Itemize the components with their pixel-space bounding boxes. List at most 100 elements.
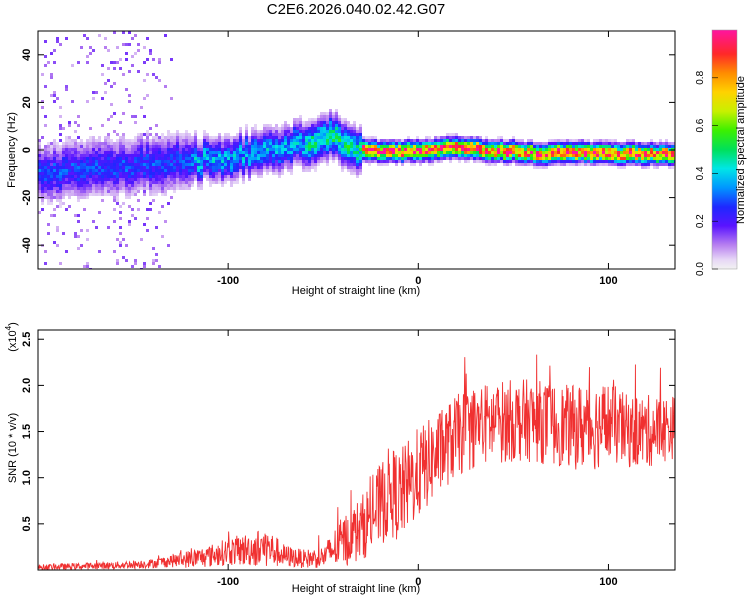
heatmap-cell bbox=[92, 169, 95, 172]
heatmap-cell bbox=[98, 145, 101, 148]
spectrogram-x-axis-label: Height of straight line (km) bbox=[292, 285, 420, 297]
heatmap-cell bbox=[434, 142, 437, 145]
heatmap-cell bbox=[149, 52, 152, 55]
heatmap-cell bbox=[89, 193, 92, 196]
heatmap-cell bbox=[83, 175, 86, 178]
heatmap-cell bbox=[578, 163, 581, 166]
heatmap-cell bbox=[482, 160, 485, 163]
heatmap-cell bbox=[296, 157, 299, 160]
heatmap-cell bbox=[188, 178, 191, 181]
heatmap-cell bbox=[335, 148, 338, 151]
heatmap-cell bbox=[146, 148, 149, 151]
heatmap-cell bbox=[149, 190, 152, 193]
heatmap-cell bbox=[152, 154, 155, 157]
heatmap-cell bbox=[212, 175, 215, 178]
heatmap-cell bbox=[74, 139, 77, 142]
heatmap-cell bbox=[287, 169, 290, 172]
heatmap-cell bbox=[182, 151, 185, 154]
heatmap-cell bbox=[116, 145, 119, 148]
heatmap-cell bbox=[413, 151, 416, 154]
heatmap-cell bbox=[224, 154, 227, 157]
heatmap-cell bbox=[77, 184, 80, 187]
heatmap-cell bbox=[116, 190, 119, 193]
heatmap-cell bbox=[395, 139, 398, 142]
heatmap-cell bbox=[206, 163, 209, 166]
heatmap-cell bbox=[98, 157, 101, 160]
heatmap-cell bbox=[224, 169, 227, 172]
heatmap-cell bbox=[170, 139, 173, 142]
heatmap-cell bbox=[164, 163, 167, 166]
heatmap-cell bbox=[455, 151, 458, 154]
heatmap-cell bbox=[518, 145, 521, 148]
heatmap-cell bbox=[617, 142, 620, 145]
heatmap-cell bbox=[644, 142, 647, 145]
heatmap-cell bbox=[302, 145, 305, 148]
heatmap-cell bbox=[95, 145, 98, 148]
heatmap-cell bbox=[182, 145, 185, 148]
heatmap-cell bbox=[65, 157, 68, 160]
heatmap-cell bbox=[278, 169, 281, 172]
heatmap-cell bbox=[410, 163, 413, 166]
heatmap-cell bbox=[275, 130, 278, 133]
heatmap-cell bbox=[293, 130, 296, 133]
heatmap-cell bbox=[665, 163, 668, 166]
heatmap-cell bbox=[71, 151, 74, 154]
heatmap-cell bbox=[359, 151, 362, 154]
heatmap-cell bbox=[647, 151, 650, 154]
heatmap-cell bbox=[182, 169, 185, 172]
heatmap-cell bbox=[494, 148, 497, 151]
colorbar-tick-label: 0.4 bbox=[695, 166, 706, 180]
snr-y-tick-label: 2.0 bbox=[21, 378, 33, 393]
heatmap-cell bbox=[353, 133, 356, 136]
heatmap-cell bbox=[188, 166, 191, 169]
heatmap-cell bbox=[95, 193, 98, 196]
heatmap-cell bbox=[299, 151, 302, 154]
heatmap-cell bbox=[452, 145, 455, 148]
heatmap-cell bbox=[146, 187, 149, 190]
heatmap-cell bbox=[266, 127, 269, 130]
heatmap-cell bbox=[278, 142, 281, 145]
heatmap-cell bbox=[545, 142, 548, 145]
heatmap-cell bbox=[209, 157, 212, 160]
heatmap-cell bbox=[107, 154, 110, 157]
heatmap-cell bbox=[659, 163, 662, 166]
heatmap-cell bbox=[560, 154, 563, 157]
heatmap-cell bbox=[77, 214, 80, 217]
heatmap-cell bbox=[86, 55, 89, 58]
heatmap-cell bbox=[554, 151, 557, 154]
heatmap-cell bbox=[86, 142, 89, 145]
heatmap-cell bbox=[248, 175, 251, 178]
heatmap-cell bbox=[98, 160, 101, 163]
heatmap-cell bbox=[143, 163, 146, 166]
heatmap-cell bbox=[638, 148, 641, 151]
heatmap-cell bbox=[323, 118, 326, 121]
heatmap-cell bbox=[230, 142, 233, 145]
heatmap-cell bbox=[566, 154, 569, 157]
heatmap-cell bbox=[257, 136, 260, 139]
heatmap-cell bbox=[407, 160, 410, 163]
heatmap-cell bbox=[443, 151, 446, 154]
heatmap-cell bbox=[209, 142, 212, 145]
heatmap-cell bbox=[41, 199, 44, 202]
heatmap-cell bbox=[125, 157, 128, 160]
heatmap-cell bbox=[251, 139, 254, 142]
heatmap-cell bbox=[605, 160, 608, 163]
heatmap-cell bbox=[350, 133, 353, 136]
heatmap-cell bbox=[164, 157, 167, 160]
heatmap-cell bbox=[401, 154, 404, 157]
heatmap-cell bbox=[479, 139, 482, 142]
heatmap-cell bbox=[461, 145, 464, 148]
heatmap-cell bbox=[182, 181, 185, 184]
heatmap-cell bbox=[230, 175, 233, 178]
heatmap-cell bbox=[269, 127, 272, 130]
heatmap-cell bbox=[158, 154, 161, 157]
heatmap-cell bbox=[206, 169, 209, 172]
heatmap-cell bbox=[317, 130, 320, 133]
heatmap-cell bbox=[596, 154, 599, 157]
heatmap-cell bbox=[245, 130, 248, 133]
spectrogram-y-axis-label: Frequency (Hz) bbox=[6, 112, 18, 188]
heatmap-cell bbox=[413, 154, 416, 157]
heatmap-cell bbox=[191, 160, 194, 163]
heatmap-cell bbox=[185, 175, 188, 178]
heatmap-cell bbox=[197, 181, 200, 184]
